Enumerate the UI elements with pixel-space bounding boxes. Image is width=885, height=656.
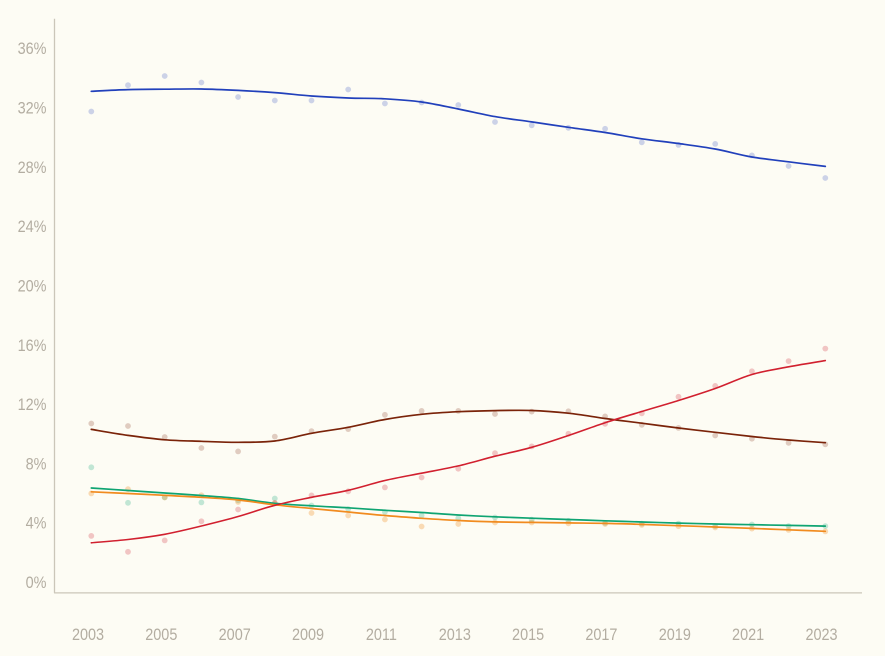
svg-text:2019: 2019	[659, 626, 691, 644]
svg-text:2003: 2003	[72, 626, 104, 644]
svg-text:2011: 2011	[366, 626, 397, 644]
svg-text:2013: 2013	[439, 626, 471, 644]
svg-text:2021: 2021	[732, 626, 764, 644]
svg-text:2015: 2015	[512, 626, 544, 644]
svg-text:8%: 8%	[26, 455, 47, 473]
svg-text:20%: 20%	[18, 277, 47, 295]
svg-text:2017: 2017	[585, 626, 617, 644]
svg-text:36%: 36%	[18, 40, 47, 58]
svg-text:2009: 2009	[292, 626, 324, 644]
svg-text:2007: 2007	[219, 626, 251, 644]
svg-text:0%: 0%	[26, 574, 47, 592]
svg-text:2005: 2005	[145, 626, 177, 644]
svg-text:32%: 32%	[18, 99, 47, 117]
svg-text:4%: 4%	[26, 515, 47, 533]
svg-text:16%: 16%	[18, 337, 47, 355]
svg-text:12%: 12%	[18, 396, 47, 414]
svg-text:24%: 24%	[18, 218, 47, 236]
svg-text:2023: 2023	[805, 626, 837, 644]
svg-text:28%: 28%	[18, 159, 47, 177]
